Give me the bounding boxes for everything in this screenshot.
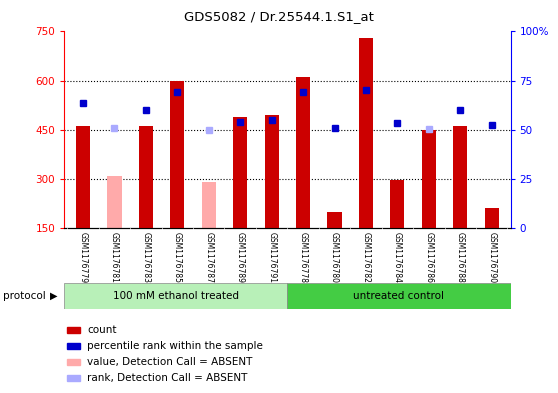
- Text: GSM1176782: GSM1176782: [362, 232, 371, 283]
- Bar: [328, 211, 341, 228]
- Bar: [264, 115, 279, 228]
- Text: count: count: [87, 325, 117, 335]
- Bar: [66, 359, 80, 365]
- Bar: [422, 176, 436, 228]
- Text: GSM1176787: GSM1176787: [204, 232, 213, 283]
- Bar: [139, 127, 153, 228]
- Text: GSM1176783: GSM1176783: [141, 232, 151, 283]
- Bar: [66, 375, 80, 381]
- Text: GSM1176789: GSM1176789: [235, 232, 245, 283]
- Text: GSM1176790: GSM1176790: [487, 232, 496, 283]
- Text: untreated control: untreated control: [353, 291, 445, 301]
- Text: GSM1176778: GSM1176778: [299, 232, 307, 283]
- Text: GSM1176786: GSM1176786: [424, 232, 434, 283]
- Text: rank, Detection Call = ABSENT: rank, Detection Call = ABSENT: [87, 373, 247, 383]
- Text: GSM1176780: GSM1176780: [330, 232, 339, 283]
- Bar: [422, 130, 436, 228]
- Text: GDS5082 / Dr.25544.1.S1_at: GDS5082 / Dr.25544.1.S1_at: [184, 10, 374, 23]
- Bar: [66, 343, 80, 349]
- Text: GSM1176781: GSM1176781: [110, 232, 119, 283]
- Bar: [170, 81, 184, 228]
- Bar: [287, 283, 511, 309]
- Text: protocol: protocol: [3, 291, 46, 301]
- Text: GSM1176788: GSM1176788: [456, 232, 465, 283]
- Text: GSM1176779: GSM1176779: [79, 232, 88, 283]
- Bar: [76, 127, 90, 228]
- Text: percentile rank within the sample: percentile rank within the sample: [87, 341, 263, 351]
- Bar: [233, 117, 247, 228]
- Bar: [359, 38, 373, 228]
- Text: value, Detection Call = ABSENT: value, Detection Call = ABSENT: [87, 357, 252, 367]
- Bar: [201, 182, 216, 228]
- Text: GSM1176791: GSM1176791: [267, 232, 276, 283]
- Bar: [64, 283, 287, 309]
- Bar: [453, 127, 468, 228]
- Text: GSM1176785: GSM1176785: [173, 232, 182, 283]
- Text: GSM1176784: GSM1176784: [393, 232, 402, 283]
- Bar: [66, 327, 80, 333]
- Bar: [391, 180, 405, 228]
- Bar: [485, 208, 499, 228]
- Bar: [296, 77, 310, 228]
- Text: 100 mM ethanol treated: 100 mM ethanol treated: [113, 291, 239, 301]
- Text: ▶: ▶: [50, 291, 57, 301]
- Bar: [107, 176, 122, 228]
